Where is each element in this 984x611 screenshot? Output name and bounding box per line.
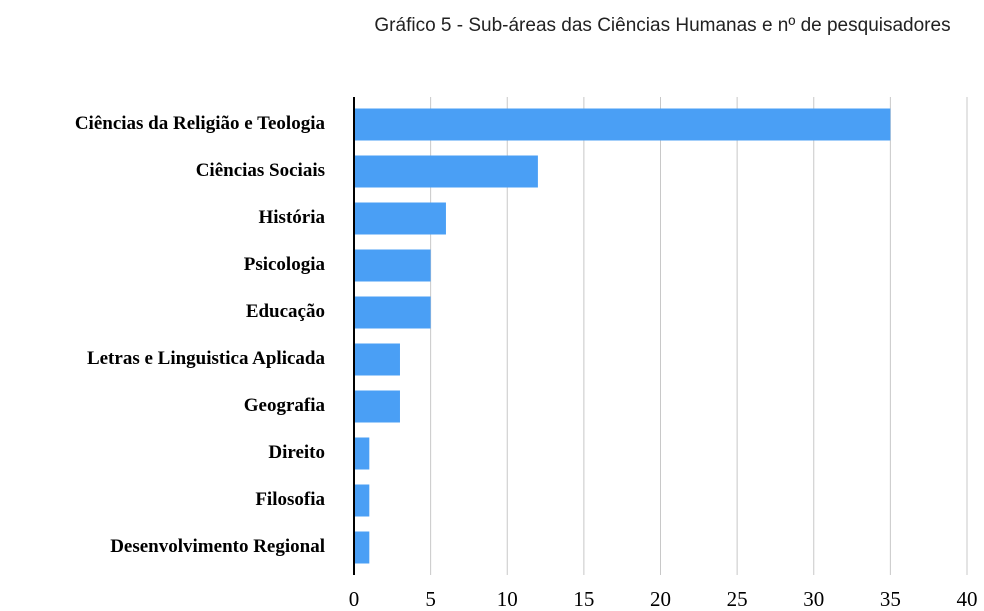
bar [354, 155, 538, 188]
x-tick-label: 25 [727, 587, 748, 611]
x-tick-label: 0 [349, 587, 360, 611]
x-tick-label: 35 [880, 587, 901, 611]
y-tick-label: Educação [246, 301, 325, 322]
bar [354, 108, 891, 141]
y-tick-label: Ciências Sociais [196, 160, 325, 181]
y-tick-label: História [259, 207, 326, 228]
y-tick-label: Geografia [244, 395, 326, 416]
x-tick-label: 15 [573, 587, 594, 611]
x-tick-label: 30 [803, 587, 824, 611]
bar [354, 390, 400, 423]
y-tick-label: Direito [268, 442, 325, 463]
y-tick-label: Filosofia [255, 489, 325, 510]
chart-title: Gráfico 5 - Sub-áreas das Ciências Human… [374, 15, 951, 36]
bar [354, 249, 431, 282]
y-tick-label: Psicologia [244, 254, 326, 275]
bar [354, 437, 370, 470]
bar [354, 202, 446, 235]
x-tick-label: 5 [425, 587, 436, 611]
bar [354, 484, 370, 517]
x-tick-label: 10 [497, 587, 518, 611]
bar [354, 343, 400, 376]
x-tick-label: 40 [957, 587, 978, 611]
y-tick-label: Desenvolvimento Regional [110, 536, 325, 557]
y-tick-label: Letras e Linguistica Aplicada [87, 348, 326, 369]
y-tick-label: Ciências da Religião e Teologia [75, 113, 326, 134]
bar [354, 531, 370, 564]
bar [354, 296, 431, 329]
x-tick-label: 20 [650, 587, 671, 611]
